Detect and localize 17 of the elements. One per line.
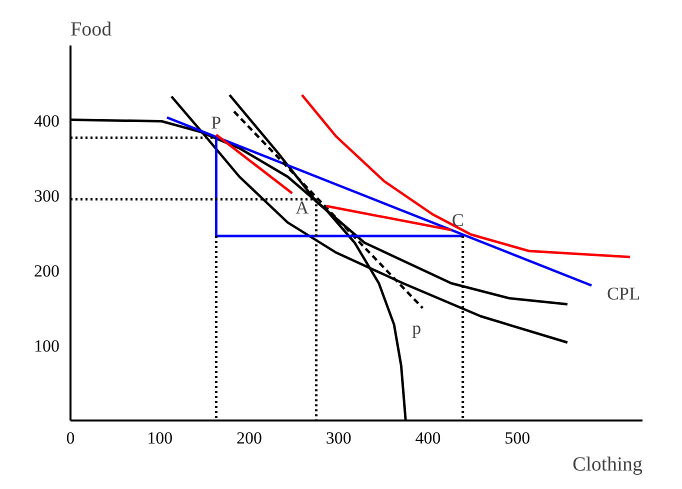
x-tick-label: 100 — [147, 428, 173, 448]
y-tick-label: 100 — [34, 336, 60, 356]
y-tick-label: 400 — [34, 112, 60, 130]
x-axis-title: Clothing — [572, 454, 643, 476]
annotation: CPL — [607, 284, 640, 304]
annotation: C — [452, 210, 464, 230]
x-tick-label: 300 — [326, 428, 352, 448]
x-tick-label: 400 — [415, 428, 441, 448]
x-tick-label: 500 — [504, 428, 530, 448]
annotation: A — [296, 197, 309, 218]
y-tick-label: 300 — [34, 186, 60, 206]
y-tick-label: 200 — [34, 262, 60, 280]
annotation: p — [412, 318, 422, 338]
x-tick-label: 200 — [236, 428, 262, 448]
x-tick-label: 0 — [66, 428, 75, 448]
annotation: P — [211, 112, 222, 132]
y-axis-title: Food — [70, 18, 112, 40]
